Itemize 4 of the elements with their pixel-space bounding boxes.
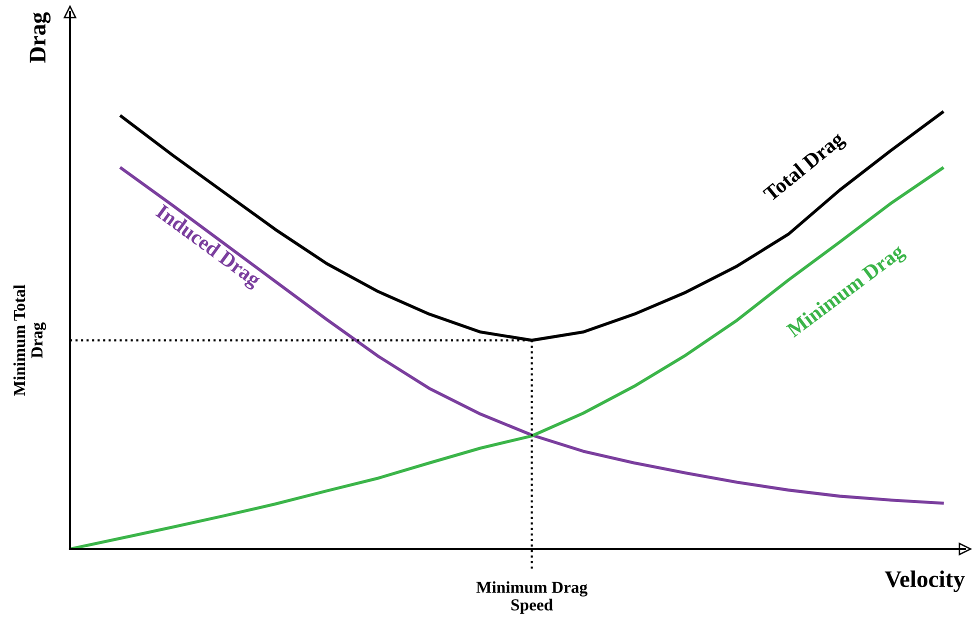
y-axis-title: Drag [30, 12, 51, 63]
x-axis-title: Velocity [884, 570, 965, 592]
text: Minimum Drag Speed [476, 581, 588, 614]
ref-line-label: Minimum Total Drag [13, 284, 46, 396]
